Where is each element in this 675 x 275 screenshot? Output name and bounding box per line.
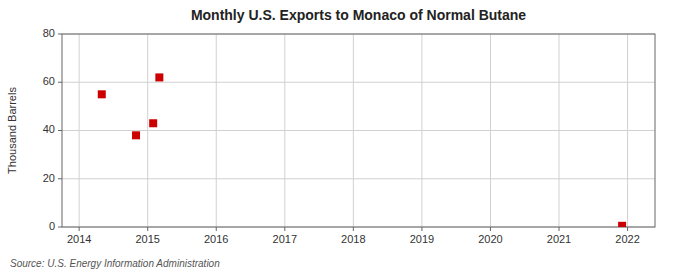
- point: [155, 73, 163, 81]
- y-tick: [58, 82, 62, 83]
- x-tick-label: 2021: [547, 233, 571, 245]
- y-tick: [58, 130, 62, 131]
- source: Source: U.S. Energy Information Administ…: [10, 258, 220, 269]
- x-grid-line: [147, 34, 148, 227]
- x-tick-label: 2016: [204, 233, 228, 245]
- x-tick-label: 2014: [67, 233, 91, 245]
- x-tick-label: 2020: [478, 233, 502, 245]
- x-tick: [147, 227, 148, 231]
- x-tick: [559, 227, 560, 231]
- point: [132, 131, 140, 139]
- title: Monthly U.S. Exports to Monaco of Normal…: [191, 7, 526, 23]
- x-grid-line: [627, 34, 628, 227]
- x-grid-line: [216, 34, 217, 227]
- chart: 0 20 40 60 80 2014 2015 2016 2017 2018 2019 2020 202…: [0, 0, 675, 275]
- x-tick: [79, 227, 80, 231]
- x-grid-line: [421, 34, 422, 227]
- y-tick-label: 60: [43, 75, 55, 87]
- x-tick: [421, 227, 422, 231]
- x-tick: [490, 227, 491, 231]
- point: [149, 119, 157, 127]
- grid: [62, 34, 655, 227]
- point: [618, 222, 626, 227]
- x-tick: [353, 227, 354, 231]
- y-tick: [58, 34, 62, 35]
- x-grid-line: [79, 34, 80, 227]
- y-tick: [58, 178, 62, 179]
- x-tick-label: 2015: [135, 233, 159, 245]
- x-grid-line: [353, 34, 354, 227]
- y-tick-label: 0: [49, 220, 55, 232]
- x-tick: [627, 227, 628, 231]
- y-grid-line: [62, 178, 655, 179]
- y-tick-label: 40: [43, 123, 55, 135]
- x-tick-label: 2017: [273, 233, 297, 245]
- y-grid-line: [62, 82, 655, 83]
- axes: 0 20 40 60 80 2014 2015 2016 2017 2018 2019 2020 202…: [43, 27, 655, 245]
- x-tick-label: 2019: [410, 233, 434, 245]
- background: [0, 0, 675, 275]
- point: [98, 90, 106, 98]
- y-tick: [58, 227, 62, 228]
- x-tick-label: 2022: [615, 233, 639, 245]
- y-axis-label: Thousand Barrels: [6, 87, 18, 174]
- x-grid-line: [284, 34, 285, 227]
- y-grid-line: [62, 130, 655, 131]
- plot-frame: [62, 34, 655, 227]
- points: [98, 73, 626, 227]
- x-tick-label: 2018: [341, 233, 365, 245]
- x-grid-line: [559, 34, 560, 227]
- x-tick: [284, 227, 285, 231]
- y-tick-label: 80: [43, 27, 55, 39]
- x-grid-line: [490, 34, 491, 227]
- x-tick: [216, 227, 217, 231]
- y-tick-label: 20: [43, 172, 55, 184]
